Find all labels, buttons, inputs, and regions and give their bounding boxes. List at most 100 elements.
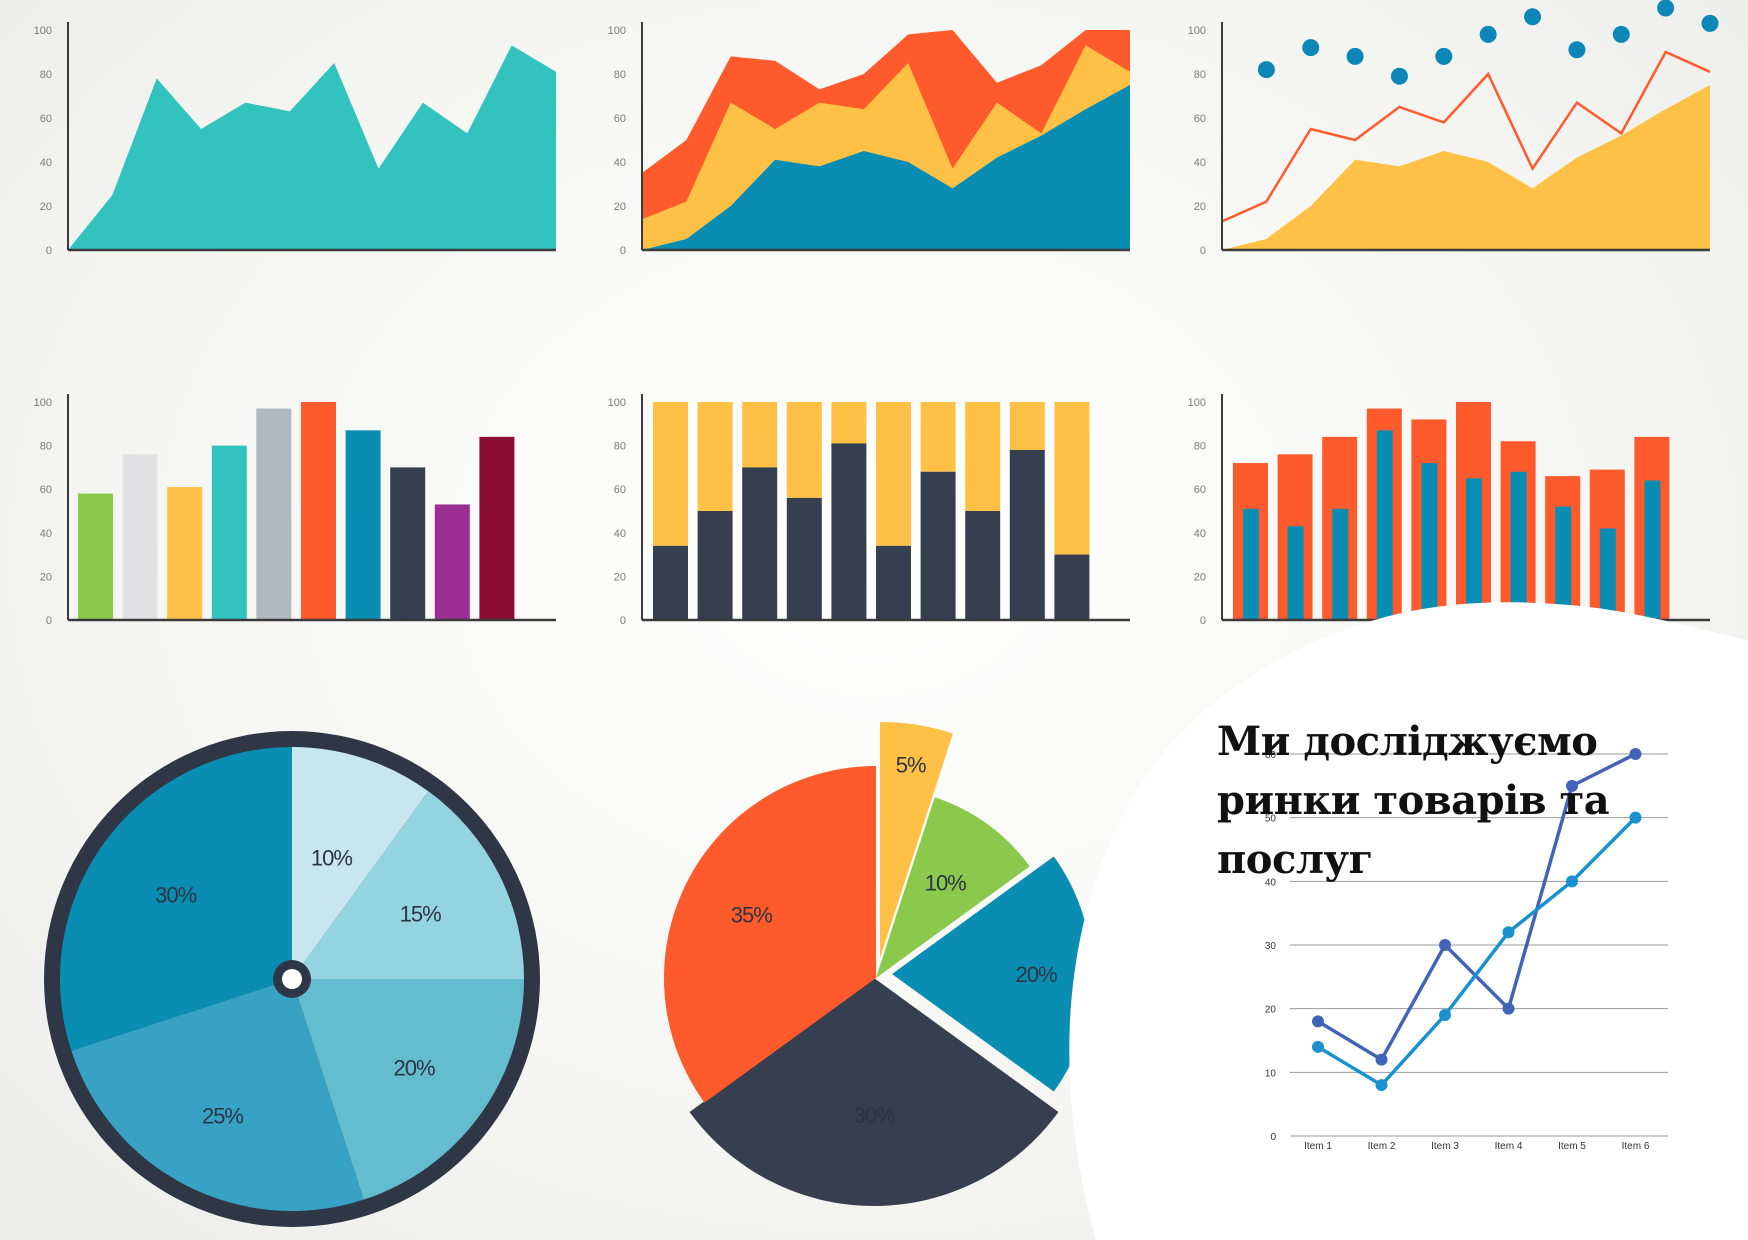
bar-front	[1644, 480, 1661, 620]
pie-slice	[60, 747, 292, 1051]
bar-segment-bottom	[1009, 449, 1045, 620]
pie-slice	[71, 979, 364, 1211]
ring-pie-chart: 10% 15% 20% 25% 30%	[44, 731, 540, 1227]
pie-slice	[663, 765, 876, 1103]
stacked-area-chart: 0 20 40 60 80 100	[608, 22, 1130, 257]
y-tick-label: 100	[608, 25, 626, 37]
scatter-point	[1701, 14, 1719, 32]
x-tick-label: Item 3	[1431, 1141, 1459, 1152]
pie-slice	[876, 797, 1030, 978]
y-tick-label: 0	[1270, 1132, 1276, 1143]
slice-label: 5%	[896, 753, 926, 778]
line-point	[1566, 875, 1578, 888]
line-point	[1439, 1009, 1451, 1022]
bar-segment-bottom	[876, 545, 911, 620]
bar-front	[1287, 526, 1304, 620]
bar-segment-bottom	[1054, 554, 1090, 620]
y-tick-label: 100	[1188, 25, 1206, 37]
slice-label: 10%	[311, 846, 352, 871]
bar-segment-top	[1009, 402, 1045, 450]
bar-segment-bottom	[920, 471, 956, 620]
y-tick-label: 40	[614, 157, 626, 169]
bar-segment-top	[742, 402, 778, 468]
slice-label: 15%	[400, 902, 441, 927]
slice-label: 30%	[155, 882, 196, 907]
pie-slice	[689, 978, 1059, 1207]
bar-front	[1466, 478, 1482, 620]
bar-segment-top	[920, 402, 956, 472]
line-point	[1502, 926, 1515, 939]
y-tick-label: 20	[1194, 571, 1206, 583]
y-tick-label: 0	[46, 615, 52, 627]
bar	[479, 436, 515, 620]
y-tick-label: 40	[1194, 157, 1206, 169]
slice-label: 10%	[925, 871, 966, 896]
bar-front	[1421, 463, 1438, 620]
y-tick-label: 100	[34, 397, 52, 409]
line-point	[1629, 748, 1642, 760]
y-tick-label: 80	[40, 69, 52, 81]
y-tick-label: 20	[1265, 1005, 1277, 1016]
line-point	[1566, 779, 1578, 792]
teal-area-chart: 0 20 40 60 80 100	[34, 22, 556, 257]
bar	[167, 487, 203, 620]
line-chart: 0 10 20 30 40 50 60 Item 1 Item 2 Item 3 Item 4 Ite…	[1265, 748, 1668, 1152]
y-tick-label: 10	[1265, 1068, 1277, 1079]
x-tick-label: Item 4	[1495, 1141, 1523, 1152]
scatter-point	[1479, 25, 1497, 43]
pie-slice	[292, 791, 524, 979]
line-point	[1629, 811, 1642, 824]
y-tick-label: 0	[1200, 615, 1206, 627]
x-tick-label: Item 6	[1622, 1141, 1650, 1152]
y-tick-label: 40	[1265, 877, 1277, 888]
bar-segment-bottom	[965, 511, 1001, 620]
y-tick-label: 0	[620, 245, 626, 257]
x-tick-label: Item 2	[1368, 1141, 1396, 1152]
y-tick-label: 60	[614, 484, 626, 496]
bar	[345, 430, 381, 620]
y-tick-label: 80	[1194, 69, 1206, 81]
y-tick-label: 0	[1200, 245, 1206, 257]
scatter-point	[1435, 47, 1453, 65]
y-tick-label: 60	[1194, 484, 1206, 496]
line-point	[1439, 939, 1451, 951]
y-tick-label: 80	[40, 441, 52, 453]
y-tick-label: 60	[1194, 113, 1206, 125]
bar	[256, 408, 292, 620]
line-series	[1317, 752, 1637, 1063]
overlay-bar-chart: 0 20 40 60 80 100	[1188, 394, 1710, 627]
y-tick-label: 60	[40, 484, 52, 496]
y-tick-label: 60	[1265, 750, 1277, 761]
x-tick-label: Item 5	[1558, 1141, 1586, 1152]
scatter-point	[1346, 47, 1364, 65]
bar-segment-top	[1054, 402, 1090, 555]
y-tick-label: 0	[620, 615, 626, 627]
line-point	[1502, 1002, 1515, 1015]
y-tick-label: 80	[614, 441, 626, 453]
pie-slice	[292, 979, 524, 1200]
bar-segment-bottom	[742, 467, 778, 620]
y-tick-label: 80	[1194, 441, 1206, 453]
y-tick-label: 40	[40, 157, 52, 169]
page-title: Ми досліджуємо ринки товарів та послуг	[1217, 718, 1610, 883]
bar-segment-bottom	[697, 511, 733, 620]
bar-segment-top	[876, 402, 911, 546]
y-tick-label: 60	[614, 113, 626, 125]
bar	[301, 402, 336, 620]
y-tick-label: 20	[40, 571, 52, 583]
bar-segment-bottom	[653, 545, 688, 620]
y-tick-label: 20	[40, 201, 52, 213]
multicolor-bar-chart: 0 20 40 60 80 100	[34, 394, 556, 627]
y-tick-label: 60	[40, 113, 52, 125]
scatter-point	[1657, 0, 1675, 17]
y-tick-label: 40	[1194, 528, 1206, 540]
slice-label: 20%	[393, 1056, 434, 1081]
y-tick-label: 50	[1265, 814, 1277, 825]
exploded-pie-chart: 5% 10% 20% 30% 35%	[663, 722, 1092, 1207]
y-tick-label: 20	[614, 571, 626, 583]
bar-front	[1555, 506, 1572, 620]
y-tick-label: 30	[1265, 941, 1277, 952]
y-tick-label: 100	[1188, 397, 1206, 409]
y-tick-label: 0	[46, 245, 52, 257]
scatter-point	[1257, 61, 1275, 79]
